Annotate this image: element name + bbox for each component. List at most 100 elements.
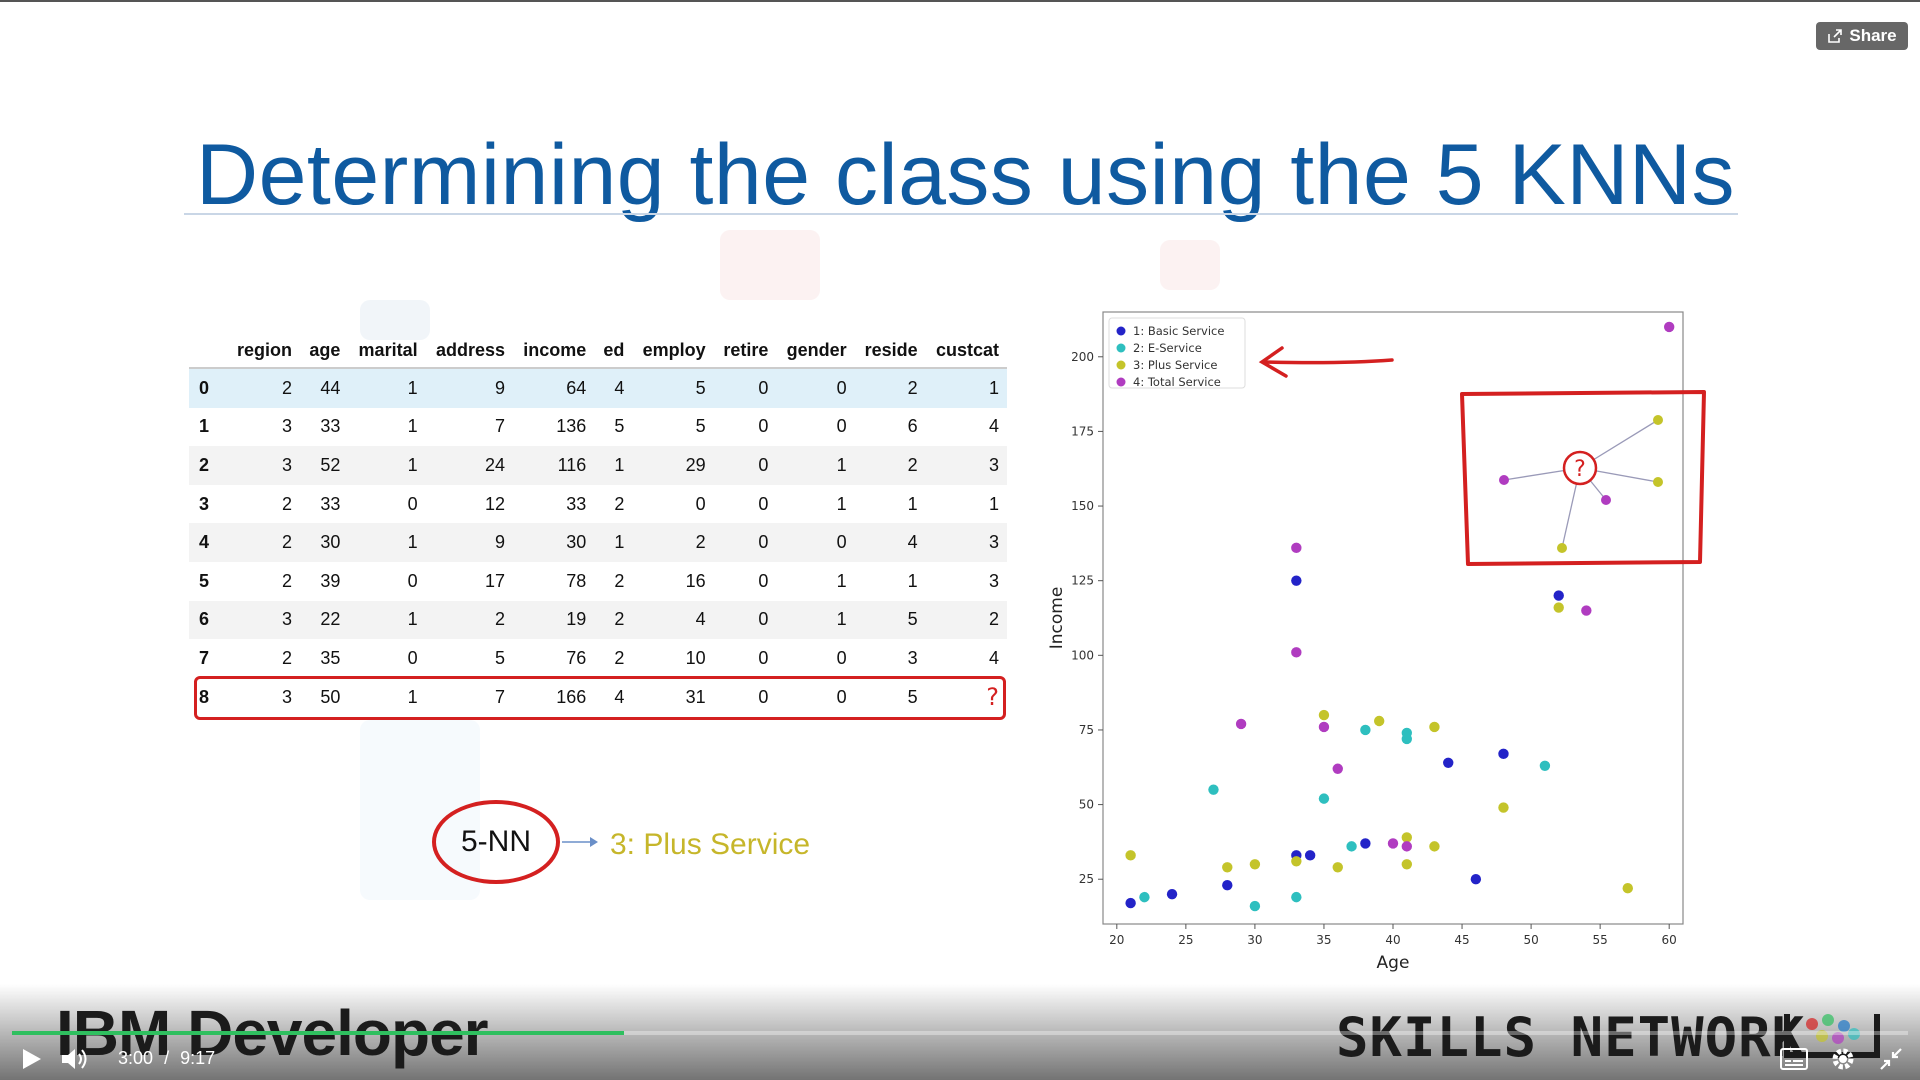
scatter-point bbox=[1401, 841, 1413, 852]
legend-marker bbox=[1116, 360, 1126, 370]
x-tick-label: 50 bbox=[1523, 933, 1538, 947]
captions-icon[interactable] bbox=[1780, 1048, 1808, 1070]
table-cell: 1 bbox=[348, 600, 426, 640]
neighbor-point bbox=[1653, 477, 1663, 487]
table-row: 1 3 33 1 7 136 5 5 0 0 6 4 bbox=[189, 408, 1007, 447]
x-tick-label: 40 bbox=[1385, 933, 1400, 947]
scatter-point bbox=[1332, 862, 1343, 873]
knn-label: 5-NN bbox=[460, 825, 531, 858]
table-cell: 30 bbox=[300, 523, 349, 562]
y-tick-label: 25 bbox=[1079, 872, 1094, 886]
table-cell: 4 bbox=[594, 368, 633, 408]
row-index: 0 bbox=[189, 368, 227, 408]
row-index: 2 bbox=[189, 446, 227, 485]
table-cell: 5 bbox=[614, 416, 625, 437]
query-point-circle bbox=[1562, 450, 1598, 486]
table-cell: 2 bbox=[227, 368, 301, 408]
table-cell: 1 bbox=[925, 368, 1007, 408]
table-cell: 4 bbox=[988, 647, 999, 668]
y-tick-label: 100 bbox=[1071, 648, 1094, 662]
background-decoration bbox=[720, 230, 820, 300]
exit-fullscreen-icon[interactable] bbox=[1878, 1046, 1904, 1072]
table-cell: 2 bbox=[425, 600, 514, 640]
data-table: region age marital address income ed employ ret… bbox=[189, 333, 1007, 717]
duration: 9:17 bbox=[180, 1048, 216, 1068]
title-underline bbox=[184, 213, 1738, 215]
x-tick-label: 60 bbox=[1662, 933, 1677, 947]
scatter-point bbox=[1291, 542, 1302, 554]
scatter-point bbox=[1429, 721, 1440, 733]
scatter-chart: 20 25 30 35 40 45 50 55 60 25 50 75 100 125 150 175 200 A… bbox=[1047, 311, 1706, 973]
table-cell: 116 bbox=[513, 446, 595, 485]
table-cell: 1 bbox=[836, 493, 847, 514]
neighbor-point bbox=[1653, 415, 1663, 425]
table-cell: 17 bbox=[485, 570, 506, 591]
table-cell: 0 bbox=[776, 523, 855, 562]
x-tick-label: 25 bbox=[1178, 933, 1193, 947]
table-cell: 4 bbox=[988, 416, 999, 437]
table-cell: 1 bbox=[594, 446, 633, 485]
table-cell: 6 bbox=[907, 416, 918, 437]
table-cell: 3 bbox=[907, 647, 918, 668]
scatter-point bbox=[1429, 841, 1440, 852]
video-progress-fill bbox=[12, 1031, 625, 1035]
knn-circle-label: 5-NN bbox=[432, 800, 560, 884]
table-cell: 64 bbox=[513, 368, 595, 408]
time-separator: / bbox=[164, 1048, 170, 1068]
table-cell: 1 bbox=[348, 446, 426, 485]
table-cell: 33 bbox=[320, 416, 341, 437]
table-cell: 0 bbox=[758, 570, 769, 591]
gear-icon[interactable] bbox=[1830, 1046, 1856, 1072]
column-header-gender: gender bbox=[776, 333, 855, 369]
table-cell: 12 bbox=[485, 493, 506, 514]
scatter-point bbox=[1663, 321, 1675, 333]
scatter-point bbox=[1553, 602, 1564, 613]
row-index: 6 bbox=[189, 600, 227, 640]
table-cell: 1 bbox=[348, 677, 426, 717]
table-cell: 78 bbox=[566, 570, 587, 591]
table-cell: 5 bbox=[854, 677, 926, 717]
table-cell: 7 bbox=[425, 677, 514, 717]
table-cell: 76 bbox=[566, 647, 587, 668]
y-axis-label: Income bbox=[1047, 587, 1067, 650]
legend-marker bbox=[1116, 343, 1126, 353]
scatter-point bbox=[1249, 900, 1261, 912]
table-cell: 0 bbox=[407, 647, 418, 668]
neighbors-inset-box bbox=[1460, 390, 1706, 566]
x-tick-label: 20 bbox=[1109, 933, 1124, 947]
column-header-age: age bbox=[300, 333, 349, 369]
column-header-index bbox=[189, 333, 227, 369]
table-row: 0 2 44 1 9 64 4 5 0 0 2 1 bbox=[189, 368, 1007, 408]
neighbor-point bbox=[1499, 475, 1509, 485]
share-button[interactable]: Share bbox=[1816, 22, 1908, 50]
table-cell: 2 bbox=[854, 446, 926, 485]
table-cell: 2 bbox=[925, 600, 1007, 640]
volume-icon[interactable] bbox=[60, 1046, 90, 1072]
legend-marker bbox=[1116, 326, 1126, 336]
table-cell: 0 bbox=[713, 600, 777, 640]
table-cell: 1 bbox=[907, 570, 918, 591]
slide-title: Determining the class using the 5 KNNs bbox=[196, 127, 1736, 223]
play-button[interactable] bbox=[18, 1046, 44, 1072]
row-index: 1 bbox=[199, 416, 210, 437]
table-cell: 1 bbox=[776, 446, 855, 485]
table-cell: 29 bbox=[632, 446, 714, 485]
table-cell: 0 bbox=[776, 368, 855, 408]
table-cell: 52 bbox=[300, 446, 349, 485]
table-header-row: region age marital address income ed employ ret… bbox=[189, 333, 1007, 369]
video-progress-bar[interactable] bbox=[12, 1031, 1908, 1035]
table-cell: 5 bbox=[632, 368, 714, 408]
table-cell: 2 bbox=[614, 493, 625, 514]
y-tick-label: 50 bbox=[1079, 798, 1094, 812]
query-row-highlight bbox=[194, 676, 1006, 720]
table-cell: 4 bbox=[854, 523, 926, 562]
table-cell: 0 bbox=[407, 570, 418, 591]
skills-network-logo-icon bbox=[1784, 1014, 1880, 1058]
column-header-ed: ed bbox=[594, 333, 633, 369]
table-cell: 1 bbox=[836, 570, 847, 591]
table-cell: 24 bbox=[425, 446, 514, 485]
table-cell: 33 bbox=[320, 493, 341, 514]
scatter-point bbox=[1581, 605, 1592, 616]
table-cell: 1 bbox=[348, 368, 426, 408]
red-arrow-head bbox=[1258, 346, 1288, 378]
